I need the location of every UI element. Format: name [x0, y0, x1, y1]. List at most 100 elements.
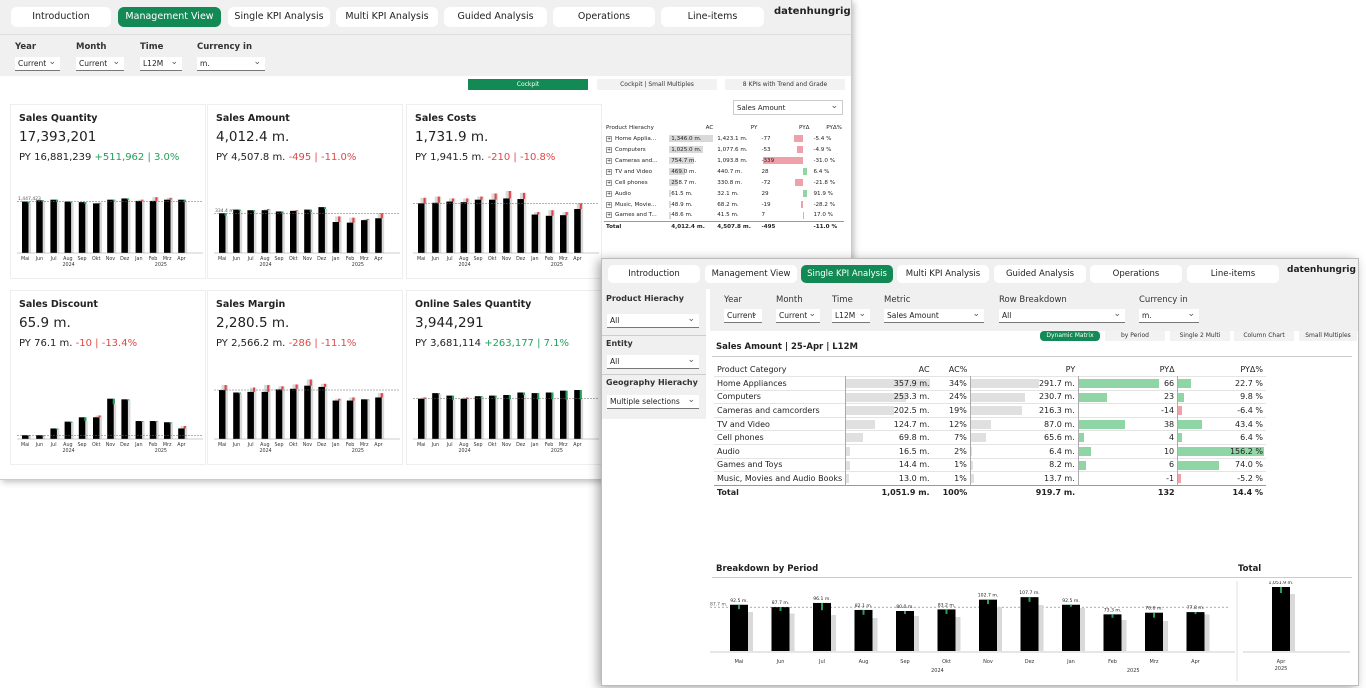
month-label: Mai: [21, 256, 29, 262]
table-row[interactable]: Music, Movies and Audio Books 13.0 m. 1% 13…: [714, 471, 1266, 486]
column-header[interactable]: Product Hierachy: [606, 124, 654, 131]
kpi-card[interactable]: Sales Margin 2,280.5 m. PY 2,566.2 m. -286…: [207, 290, 403, 465]
total-d: 132: [1157, 487, 1175, 497]
table-row[interactable]: + Computers 1,025.0 m. 1,077.6 m. -53 -4.9 %: [604, 144, 844, 155]
table-row[interactable]: + Cell phones 258.7 m. 330.8 m. -72 -21.8 %: [604, 177, 844, 188]
column-header[interactable]: PYΔ%: [1240, 365, 1263, 375]
py-value: 291.7 m.: [1038, 378, 1075, 388]
expand-icon[interactable]: +: [606, 157, 612, 164]
column-header[interactable]: PYΔ: [1159, 365, 1175, 375]
kpi-prior-year: PY 3,681,114: [415, 338, 481, 349]
currency-dropdown[interactable]: m. ⌄: [197, 57, 265, 71]
expand-icon[interactable]: +: [606, 146, 612, 153]
table-row[interactable]: + Audio 61.5 m. 32.1 m. 29 91.9 %: [604, 188, 844, 199]
view-8-kpis-button[interactable]: 8 KPIs with Trend and Grade: [725, 79, 845, 90]
product-hierarchy-dropdown[interactable]: All ⌄: [607, 314, 699, 328]
ac-bar: [332, 222, 340, 253]
month-dropdown[interactable]: Current ⌄: [776, 309, 820, 323]
ac-bar: [854, 609, 873, 651]
tab-introduction[interactable]: Introduction: [11, 7, 111, 27]
kpi-card[interactable]: Sales Quantity 17,393,201 PY 16,881,239 +5…: [10, 104, 206, 279]
tab-multi-kpi-analysis[interactable]: Multi KPI Analysis: [897, 265, 989, 283]
tab-guided-analysis[interactable]: Guided Analysis: [444, 7, 547, 27]
time-dropdown[interactable]: L12M ⌄: [832, 309, 870, 323]
entity-dropdown[interactable]: All ⌄: [607, 355, 699, 369]
view-by-period-button[interactable]: by Period: [1105, 331, 1165, 341]
delta-pct-cell: -6.4 %: [1177, 403, 1266, 418]
py-cell: 6.4 m.: [969, 444, 1079, 459]
table-row[interactable]: Audio 16.5 m. 2% 6.4 m. 10 156.2 %: [714, 444, 1266, 459]
time-dropdown[interactable]: L12M ⌄: [140, 57, 182, 71]
kpi-card[interactable]: Sales Amount 4,012.4 m. PY 4,507.8 m. -495…: [207, 104, 403, 279]
ac-cell: 61.5 m.: [669, 188, 715, 199]
column-header[interactable]: Product Category: [717, 365, 787, 375]
column-header[interactable]: PY: [750, 124, 758, 131]
tab-single-kpi-analysis[interactable]: Single KPI Analysis: [228, 7, 330, 27]
column-header[interactable]: AC%: [948, 365, 968, 375]
expand-icon[interactable]: +: [606, 135, 612, 142]
tab-line-items[interactable]: Line-items: [1187, 265, 1279, 283]
expand-icon[interactable]: +: [606, 212, 612, 219]
table-row[interactable]: Cell phones 69.8 m. 7% 65.6 m. 4 6.4 %: [714, 430, 1266, 445]
column-header[interactable]: AC: [705, 124, 714, 131]
month-dropdown[interactable]: Current ⌄: [76, 57, 124, 71]
column-header[interactable]: PYΔ: [798, 124, 810, 131]
view-dynamic-matrix-button[interactable]: Dynamic Matrix: [1040, 331, 1100, 341]
expand-icon[interactable]: +: [606, 168, 612, 175]
kpi-card[interactable]: Online Sales Quantity 3,944,291 PY 3,681,1…: [406, 290, 602, 465]
geography-hierarchy-dropdown[interactable]: Multiple selections ⌄: [607, 395, 699, 409]
tab-line-items[interactable]: Line-items: [661, 7, 764, 27]
column-header[interactable]: PY: [1065, 365, 1076, 375]
view-cockpit-button[interactable]: Cockpit: [468, 79, 588, 90]
table-row[interactable]: TV and Video 124.7 m. 12% 87.0 m. 38 43.4 %: [714, 417, 1266, 431]
view-single-2-multi-button[interactable]: Single 2 Multi: [1170, 331, 1230, 341]
delta-mark: [494, 193, 497, 200]
metric-dropdown[interactable]: Sales Amount ⌄: [733, 100, 843, 115]
table-row[interactable]: Games and Toys 14.4 m. 1% 8.2 m. 6 74.0 %: [714, 458, 1266, 472]
tab-single-kpi-analysis[interactable]: Single KPI Analysis: [801, 265, 893, 283]
tab-guided-analysis[interactable]: Guided Analysis: [994, 265, 1086, 283]
metric-dropdown[interactable]: Sales Amount ⌄: [884, 309, 984, 323]
ac-cell: 124.7 m.: [845, 417, 933, 431]
tab-multi-kpi-analysis[interactable]: Multi KPI Analysis: [336, 7, 438, 27]
delta-mark: [338, 398, 341, 401]
expand-icon[interactable]: +: [606, 201, 612, 208]
tab-management-view[interactable]: Management View: [118, 7, 221, 27]
view-small-multiples-button[interactable]: Cockpit | Small Multiples: [597, 79, 717, 90]
table-row[interactable]: Home Appliances 357.9 m. 34% 291.7 m. 66 22.7…: [714, 376, 1266, 391]
row-breakdown-dropdown[interactable]: All ⌄: [999, 309, 1125, 323]
year-dropdown[interactable]: Current ⌄: [724, 309, 762, 323]
ac-bar: [418, 398, 425, 439]
kpi-comparison: PY 2,566.2 m. -286 | -11.1%: [216, 338, 356, 349]
table-row[interactable]: + Music, Movie... 48.9 m. 68.2 m. -19 -28.2 %: [604, 199, 844, 210]
tab-operations[interactable]: Operations: [1090, 265, 1182, 283]
column-header[interactable]: AC: [918, 365, 930, 375]
table-row[interactable]: + Home Applia... 1,346.0 m. 1,423.1 m. -77 -5…: [604, 133, 844, 144]
expand-icon[interactable]: +: [606, 190, 612, 197]
table-row[interactable]: + Cameras and... 754.7 m. 1,093.8 m. -339 -31…: [604, 155, 844, 166]
ac-bar: [375, 397, 382, 439]
kpi-card[interactable]: Sales Discount 65.9 m. PY 76.1 m. -10 | -1…: [10, 290, 206, 465]
expand-icon[interactable]: +: [606, 179, 612, 186]
tab-operations[interactable]: Operations: [553, 7, 655, 27]
ac-value: 357.9 m.: [893, 378, 930, 388]
table-row[interactable]: + TV and Video 469.0 m. 440.7 m. 28 6.4 %: [604, 166, 844, 177]
row-label: TV and Video: [717, 419, 770, 429]
table-row[interactable]: Cameras and camcorders 202.5 m. 19% 216.3 m…: [714, 403, 1266, 418]
kpi-card[interactable]: Sales Costs 1,731.9 m. PY 1,941.5 m. -210 …: [406, 104, 602, 279]
table-row[interactable]: + Games and T... 48.6 m. 41.5 m. 7 17.0 %: [604, 210, 844, 221]
view-column-chart-button[interactable]: Column Chart: [1234, 331, 1294, 341]
year-label: 2024: [62, 448, 74, 454]
view-small-multiples-button[interactable]: Small Multiples: [1299, 331, 1357, 341]
tab-introduction[interactable]: Introduction: [608, 265, 700, 283]
delta-cell: 7: [759, 210, 811, 221]
table-row[interactable]: Computers 253.3 m. 24% 230.7 m. 23 9.8 %: [714, 390, 1266, 404]
chevron-down-icon: ⌄: [112, 57, 120, 67]
month-label: Sep: [474, 442, 483, 448]
currency-dropdown[interactable]: m. ⌄: [1139, 309, 1199, 323]
total-d: -495: [761, 223, 776, 230]
tab-management-view[interactable]: Management View: [705, 265, 797, 283]
py-value: 8.2 m.: [1049, 460, 1075, 470]
year-dropdown[interactable]: Current ⌄: [15, 57, 60, 71]
column-header[interactable]: PYΔ%: [826, 124, 842, 131]
